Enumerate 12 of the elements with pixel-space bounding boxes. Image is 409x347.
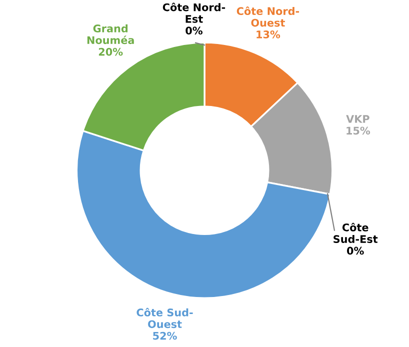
data-label: 20% [98,48,123,56]
text: 0% [186,26,202,35]
data-label: 13% [256,30,280,38]
slice-label: Grand Nouméa [87,24,134,44]
data-label: 52% [153,332,177,340]
category-label: Côte Sud-Est [334,222,378,244]
slice-label: VKP [346,115,370,123]
category-label: Côte Nord- Est [162,2,226,23]
data-label: 15% [346,126,370,135]
text: 0% [346,246,364,255]
slice-label: Côte Sud- Ouest [136,308,193,328]
slice-label: Côte Nord- Ouest [236,6,300,27]
